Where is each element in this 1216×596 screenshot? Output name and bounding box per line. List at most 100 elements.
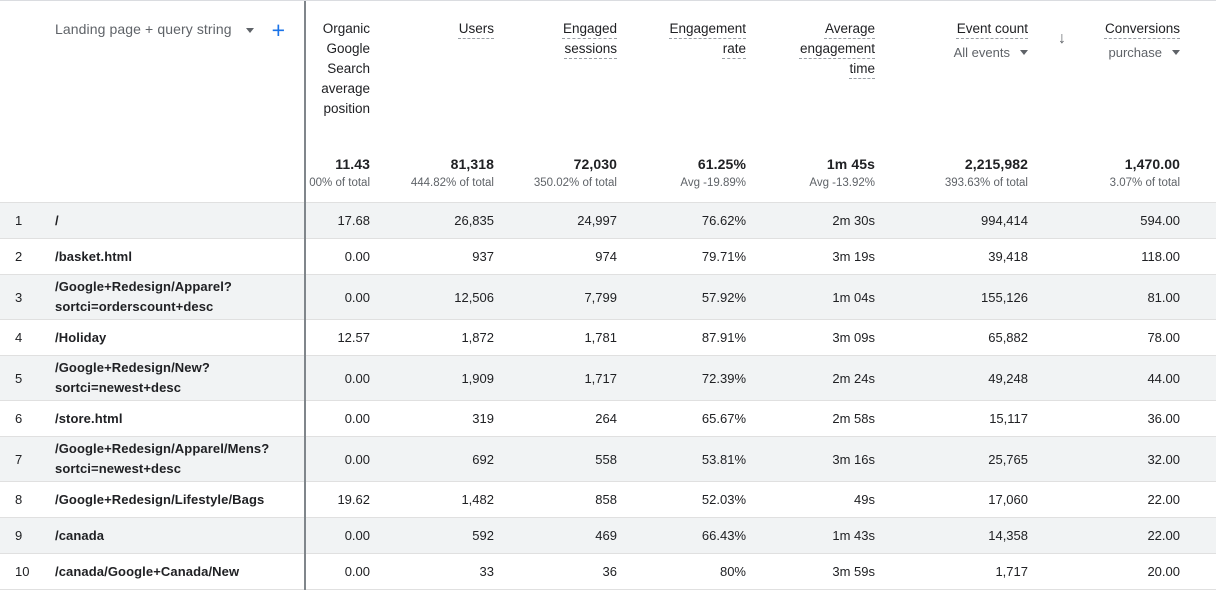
event-count-cell: 17,060 bbox=[988, 492, 1028, 507]
event-count-cell: 39,418 bbox=[988, 249, 1028, 264]
avg-engagement-time-cell: 1m 04s bbox=[832, 289, 875, 305]
dimension-cell: 10 /canada/Google+Canada/New bbox=[0, 554, 306, 589]
chevron-down-icon bbox=[1020, 50, 1028, 55]
avg-position-cell: 0.00 bbox=[344, 249, 370, 264]
engaged-sessions-cell: 469 bbox=[595, 528, 617, 543]
dimension-cell: 9 /canada bbox=[0, 518, 306, 553]
engaged-sessions-cell: 558 bbox=[595, 451, 617, 467]
event-selector[interactable]: All events bbox=[875, 45, 1028, 60]
conversions-cell: 20.00 bbox=[1147, 564, 1180, 579]
engaged-sessions-cell: 24,997 bbox=[577, 213, 617, 228]
avg-position-cell: 0.00 bbox=[344, 370, 370, 386]
table-row: 5 /Google+Redesign/New? sortci=newest+de… bbox=[0, 356, 1216, 401]
table-row: 3 /Google+Redesign/Apparel? sortci=order… bbox=[0, 275, 1216, 320]
row-index: 7 bbox=[15, 451, 23, 467]
page-path: / bbox=[55, 212, 59, 228]
users-cell: 12,506 bbox=[454, 289, 494, 305]
dimension-cell: 7 /Google+Redesign/Apparel/Mens? sortci=… bbox=[0, 437, 306, 481]
table-header-row: Landing page + query string + Organic Go… bbox=[0, 1, 1216, 145]
avg-position-cell: 0.00 bbox=[344, 564, 370, 579]
column-header-avg-position[interactable]: Organic Google Search average position bbox=[306, 1, 370, 145]
chevron-down-icon bbox=[1172, 50, 1180, 55]
engagement-rate-cell: 79.71% bbox=[701, 249, 746, 264]
avg-engagement-time-cell: 3m 09s bbox=[832, 330, 875, 345]
conversions-cell: 32.00 bbox=[1147, 451, 1180, 467]
column-header-engagement-rate[interactable]: Engagement rate bbox=[617, 1, 746, 145]
engaged-sessions-cell: 974 bbox=[595, 249, 617, 264]
table-row: 1 / 17.68 26,835 24,997 76.62% 2m 30s 99… bbox=[0, 203, 1216, 239]
avg-engagement-time-header-label: Average engagement time bbox=[799, 21, 875, 76]
event-count-cell: 1,717 bbox=[995, 564, 1028, 579]
event-count-header-label: Event count bbox=[956, 21, 1028, 36]
conversions-cell: 78.00 bbox=[1147, 330, 1180, 345]
total-engaged-sessions: 72,030 350.02% of total bbox=[533, 156, 617, 189]
engagement-rate-cell: 76.62% bbox=[701, 213, 746, 228]
column-header-users[interactable]: Users bbox=[370, 1, 494, 145]
users-cell: 692 bbox=[472, 451, 494, 467]
column-header-avg-engagement-time[interactable]: Average engagement time bbox=[746, 1, 875, 145]
event-count-cell: 49,248 bbox=[988, 370, 1028, 386]
dimension-selector[interactable]: Landing page + query string bbox=[55, 21, 254, 37]
table-row: 4 /Holiday 12.57 1,872 1,781 87.91% 3m 0… bbox=[0, 320, 1216, 356]
engaged-sessions-cell: 858 bbox=[595, 492, 617, 507]
engaged-sessions-cell: 36 bbox=[602, 564, 617, 579]
conversions-cell: 118.00 bbox=[1141, 249, 1180, 264]
avg-position-cell: 0.00 bbox=[344, 411, 370, 426]
add-dimension-button[interactable]: + bbox=[271, 17, 286, 43]
chevron-down-icon bbox=[245, 27, 254, 33]
dimension-cell: 3 /Google+Redesign/Apparel? sortci=order… bbox=[0, 275, 306, 319]
users-header-label: Users bbox=[458, 21, 494, 36]
table-row: 10 /canada/Google+Canada/New 0.00 33 36 … bbox=[0, 554, 1216, 590]
row-index: 1 bbox=[15, 213, 23, 228]
engagement-rate-cell: 80% bbox=[719, 564, 746, 579]
dimension-cell: 8 /Google+Redesign/Lifestyle/Bags bbox=[0, 482, 306, 517]
row-index: 9 bbox=[15, 528, 23, 543]
avg-engagement-time-cell: 2m 58s bbox=[832, 411, 875, 426]
total-avg-position: 11.43 00% of total bbox=[309, 156, 370, 189]
avg-position-cell: 0.00 bbox=[344, 528, 370, 543]
page-path: /Google+Redesign/New? sortci=newest+desc bbox=[55, 360, 210, 395]
engagement-rate-cell: 72.39% bbox=[701, 370, 746, 386]
event-count-cell: 15,117 bbox=[989, 411, 1028, 426]
column-header-engaged-sessions[interactable]: Engaged sessions bbox=[494, 1, 617, 145]
conversion-selector-label: purchase bbox=[1108, 45, 1162, 60]
row-index: 3 bbox=[15, 289, 23, 305]
event-selector-label: All events bbox=[953, 45, 1010, 60]
page-path: /Google+Redesign/Lifestyle/Bags bbox=[55, 491, 265, 507]
page-path: /store.html bbox=[55, 410, 123, 426]
avg-engagement-time-cell: 1m 43s bbox=[832, 528, 875, 543]
engagement-rate-cell: 87.91% bbox=[701, 330, 746, 345]
conversion-selector[interactable]: purchase bbox=[1066, 45, 1180, 60]
users-cell: 937 bbox=[472, 249, 494, 264]
dimension-cell: 4 /Holiday bbox=[0, 320, 306, 355]
conversions-cell: 44.00 bbox=[1147, 370, 1180, 386]
avg-position-cell: 19.62 bbox=[337, 492, 370, 507]
users-cell: 319 bbox=[472, 411, 494, 426]
dimension-cell: 1 / bbox=[0, 203, 306, 238]
engagement-rate-header-label: Engagement rate bbox=[669, 21, 746, 56]
column-header-conversions[interactable]: ↓ Conversions purchase bbox=[1028, 1, 1216, 145]
total-conversions: 1,470.00 3.07% of total bbox=[1109, 156, 1180, 189]
conversions-cell: 22.00 bbox=[1147, 528, 1180, 543]
event-count-cell: 65,882 bbox=[988, 330, 1028, 345]
users-cell: 592 bbox=[472, 528, 494, 543]
table-row: 2 /basket.html 0.00 937 974 79.71% 3m 19… bbox=[0, 239, 1216, 275]
event-count-cell: 155,126 bbox=[981, 289, 1028, 305]
event-count-cell: 25,765 bbox=[988, 451, 1028, 467]
row-index: 10 bbox=[15, 564, 30, 579]
avg-position-cell: 0.00 bbox=[344, 451, 370, 467]
avg-position-cell: 0.00 bbox=[344, 289, 370, 305]
engagement-rate-cell: 66.43% bbox=[701, 528, 746, 543]
conversions-header-label: Conversions bbox=[1104, 21, 1180, 36]
page-path: /canada/Google+Canada/New bbox=[55, 563, 240, 579]
column-header-event-count[interactable]: Event count All events bbox=[875, 1, 1028, 145]
row-index: 8 bbox=[15, 492, 23, 507]
table-row: 7 /Google+Redesign/Apparel/Mens? sortci=… bbox=[0, 437, 1216, 482]
users-cell: 26,835 bbox=[454, 213, 494, 228]
dimension-cell: 2 /basket.html bbox=[0, 239, 306, 274]
users-cell: 33 bbox=[479, 564, 494, 579]
conversions-cell: 594.00 bbox=[1140, 213, 1180, 228]
avg-position-cell: 12.57 bbox=[337, 330, 370, 345]
users-cell: 1,872 bbox=[461, 330, 494, 345]
event-count-cell: 14,358 bbox=[988, 528, 1028, 543]
